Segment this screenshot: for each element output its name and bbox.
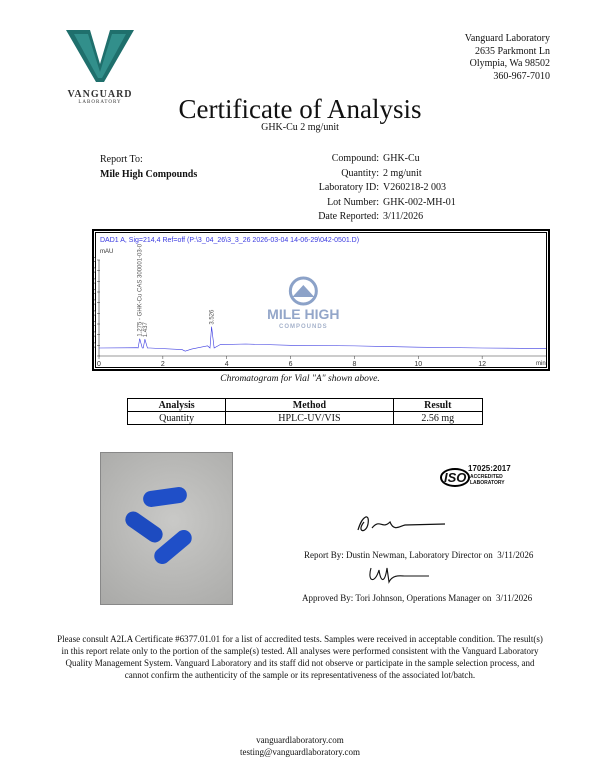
watermark-text: MILE HIGH bbox=[267, 306, 339, 322]
sample-info: Compound: GHK-Cu Quantity: 2 mg/unit Labor… bbox=[250, 152, 456, 225]
info-row: Date Reported: 3/11/2026 bbox=[250, 210, 456, 225]
y-tick-label: 400 bbox=[94, 332, 96, 339]
info-value: 3/11/2026 bbox=[383, 211, 424, 222]
info-value: 2 mg/unit bbox=[383, 167, 422, 179]
y-tick-label: 800 bbox=[94, 310, 96, 317]
y-tick-label: 1200 bbox=[94, 289, 96, 296]
lab-city: Olympia, Wa 98502 bbox=[469, 58, 550, 69]
info-label: Date Reported: bbox=[318, 211, 379, 222]
x-axis-label: min bbox=[536, 361, 546, 367]
peak-label: 3.526 bbox=[210, 309, 216, 325]
report-by-date: 3/11/2026 bbox=[497, 550, 534, 560]
x-tick-label: 8 bbox=[352, 361, 356, 368]
report-by: Report By: Dustin Newman, Laboratory Dir… bbox=[304, 550, 533, 560]
info-label: Lot Number: bbox=[327, 196, 379, 208]
iso-line1: ACCREDITED bbox=[470, 474, 503, 480]
lab-address: Vanguard Laboratory 2635 Parkmont Ln Oly… bbox=[465, 33, 550, 83]
iso-code: 17025:2017 bbox=[468, 464, 511, 473]
y-tick-label: 1800 bbox=[94, 257, 96, 264]
results-table: Analysis Method Result Quantity HPLC-UV/… bbox=[126, 398, 484, 425]
iso-line2: LABORATORY bbox=[470, 480, 505, 486]
chromatogram-trace bbox=[98, 326, 547, 352]
client-name: Mile High Compounds bbox=[100, 169, 198, 180]
report-to: Report To: Mile High Compounds bbox=[100, 152, 197, 182]
y-tick-label: 200 bbox=[94, 342, 96, 349]
footer-email[interactable]: testing@vanguardlaboratory.com bbox=[240, 747, 360, 757]
x-tick-label: 4 bbox=[225, 361, 229, 368]
table-header-row: Analysis Method Result bbox=[126, 398, 484, 412]
info-label: Laboratory ID: bbox=[318, 182, 379, 193]
vanguard-logo: VANGUARD LABORATORY bbox=[60, 28, 140, 105]
footer: vanguardlaboratory.com testing@vanguardl… bbox=[0, 734, 600, 758]
logo-text: VANGUARD bbox=[67, 89, 133, 100]
info-row: Laboratory ID: V260218-2 003 bbox=[250, 181, 456, 196]
table-row: Quantity HPLC-UV/VIS 2.56 mg bbox=[126, 411, 484, 425]
peak-label: 1.437 bbox=[143, 322, 149, 338]
cell-result: 2.56 mg bbox=[392, 411, 484, 425]
disclaimer: Please consult A2LA Certificate #6377.01… bbox=[57, 634, 543, 680]
info-row: Quantity: 2 mg/unit bbox=[250, 167, 456, 182]
sample-photo bbox=[100, 452, 233, 605]
chromatogram: DAD1 A, Sig=214,4 Ref=off (P:\3_04_26\3_… bbox=[92, 229, 550, 371]
y-tick-label: 1600 bbox=[94, 268, 96, 275]
watermark-mountain-icon bbox=[292, 285, 315, 297]
cell-method: HPLC-UV/VIS bbox=[225, 411, 394, 425]
info-value: GHK-002-MH-01 bbox=[383, 196, 456, 208]
x-tick-label: 0 bbox=[97, 361, 101, 368]
x-tick-label: 6 bbox=[289, 361, 293, 368]
report-to-label: Report To: bbox=[100, 154, 143, 165]
iso-mark: ISO bbox=[440, 468, 471, 487]
y-tick-label: 600 bbox=[94, 321, 96, 328]
page-subtitle: GHK-Cu 2 mg/unit bbox=[261, 122, 339, 133]
watermark-subtext: COMPOUNDS bbox=[279, 324, 328, 330]
signature-newman bbox=[357, 516, 446, 532]
footer-website[interactable]: vanguardlaboratory.com bbox=[256, 735, 344, 745]
watermark-flask-icon bbox=[288, 276, 318, 306]
page-title: Certificate of Analysis bbox=[178, 94, 422, 124]
chart-title: DAD1 A, Sig=214,4 Ref=off (P:\3_04_26\3_… bbox=[100, 237, 359, 244]
y-tick-label: 1000 bbox=[94, 300, 96, 307]
approved-by-text: Approved By: Tori Johnson, Operations Ma… bbox=[302, 593, 492, 603]
info-value: V260218-2 003 bbox=[383, 182, 447, 193]
peak-label: 1.275 - GHK-Cu CAS 300001-03-0 bbox=[138, 243, 144, 336]
header-analysis: Analysis bbox=[126, 398, 227, 412]
x-tick-label: 12 bbox=[478, 361, 486, 368]
info-label: Quantity: bbox=[341, 167, 379, 179]
approved-by: Approved By: Tori Johnson, Operations Ma… bbox=[302, 593, 532, 603]
y-tick-label: 1400 bbox=[94, 278, 96, 285]
logo-subtext: LABORATORY bbox=[78, 100, 122, 105]
header-method: Method bbox=[225, 398, 394, 412]
approved-by-date: 3/11/2026 bbox=[495, 593, 533, 603]
chromatogram-caption: Chromatogram for Vial "A" shown above. bbox=[220, 374, 380, 384]
y-axis-label: mAU bbox=[100, 249, 113, 255]
iso-accreditation-logo: ISO 17025:2017 ACCREDITED LABORATORY bbox=[440, 462, 511, 490]
lab-phone: 360-967-7010 bbox=[493, 70, 550, 82]
signature-johnson bbox=[369, 567, 429, 584]
info-label: Compound: bbox=[331, 153, 379, 164]
x-tick-label: 2 bbox=[161, 361, 165, 368]
info-row: Lot Number: GHK-002-MH-01 bbox=[250, 196, 456, 211]
lab-name: Vanguard Laboratory bbox=[464, 33, 550, 44]
lab-street: 2635 Parkmont Ln bbox=[475, 45, 550, 57]
header-result: Result bbox=[392, 398, 484, 412]
report-by-text: Report By: Dustin Newman, Laboratory Dir… bbox=[304, 550, 493, 560]
info-row: Compound: GHK-Cu bbox=[250, 152, 456, 167]
info-value: GHK-Cu bbox=[383, 153, 420, 164]
cell-analysis: Quantity bbox=[126, 411, 227, 425]
x-tick-label: 10 bbox=[414, 361, 422, 368]
